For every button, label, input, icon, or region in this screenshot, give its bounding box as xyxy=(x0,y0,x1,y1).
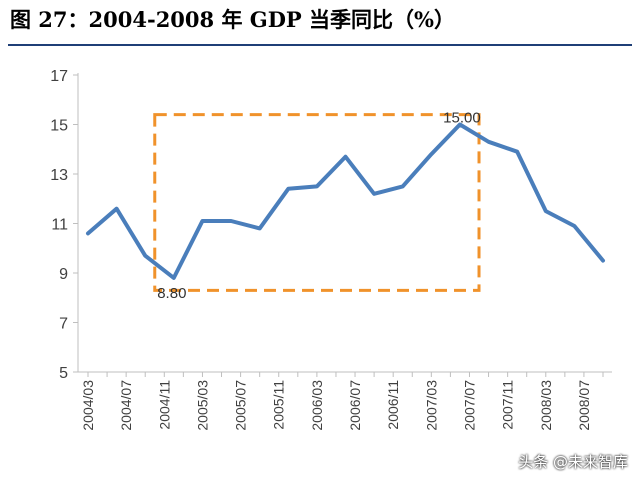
highlight-box-group xyxy=(153,113,481,292)
y-tick-label: 7 xyxy=(59,316,68,333)
data-labels-group: 8.80 15.00 xyxy=(157,110,480,302)
x-tick-label: 2006/11 xyxy=(385,380,401,430)
x-tick-label: 2004/03 xyxy=(80,380,96,431)
min-value-label: 8.80 xyxy=(157,285,186,302)
x-tick-label: 2007/11 xyxy=(500,380,516,430)
x-tick-label: 2006/07 xyxy=(347,380,363,431)
x-tick-label: 2008/07 xyxy=(576,380,592,431)
y-tick-label: 15 xyxy=(50,118,68,135)
x-tick-label: 2006/03 xyxy=(309,380,325,431)
x-tick-label: 2007/03 xyxy=(423,380,439,431)
y-tick-label: 5 xyxy=(59,365,68,382)
watermark: 头条 @未来智库 xyxy=(518,453,628,471)
y-tick-label: 11 xyxy=(51,217,68,234)
x-tick-label: 2005/07 xyxy=(233,380,249,431)
title-underline xyxy=(8,44,632,46)
highlight-dashed-box xyxy=(153,113,481,292)
x-tick-label: 2004/07 xyxy=(118,380,134,431)
axes: 5 7 9 11 13 15 17 2004/03 2004/07 2004/11 2005/03 2… xyxy=(50,68,612,431)
x-tick-label: 2008/03 xyxy=(538,380,554,431)
y-tick-label: 17 xyxy=(50,68,68,85)
gdp-series-line xyxy=(86,122,605,280)
series-group xyxy=(86,122,605,280)
x-tick-label: 2005/11 xyxy=(271,380,287,430)
y-tick-label: 13 xyxy=(50,167,68,184)
x-tick-label: 2007/07 xyxy=(461,380,477,431)
max-value-label: 15.00 xyxy=(443,110,481,127)
chart-title: 图 27：2004-2008 年 GDP 当季同比（%） xyxy=(10,7,455,32)
y-tick-label: 9 xyxy=(59,266,68,283)
x-tick-label: 2005/03 xyxy=(194,380,210,431)
x-tick-label: 2004/11 xyxy=(156,380,172,430)
